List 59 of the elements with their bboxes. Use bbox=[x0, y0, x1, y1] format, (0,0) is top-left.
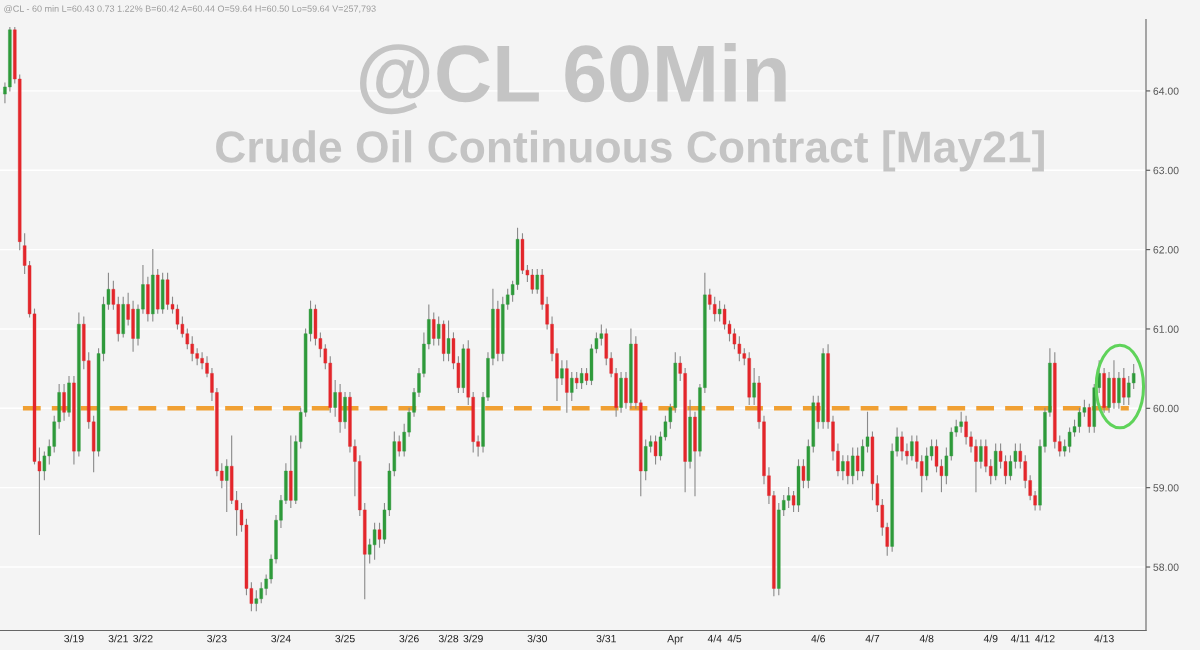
y-tick-label: 58.00 bbox=[1153, 563, 1179, 571]
y-tick-label: 64.00 bbox=[1153, 87, 1179, 95]
x-tick-label: 3/19 bbox=[64, 634, 84, 643]
candlestick bbox=[1087, 403, 1091, 433]
x-tick-label: 4/9 bbox=[983, 634, 998, 643]
candlestick bbox=[791, 491, 796, 513]
candlestick bbox=[535, 268, 539, 294]
text: @CL - 60 min L=60.43 0.73 1.22% B=60.42 A=60.44 O=59.64 H=60.50 Lo=59.64 V=257,793 bbox=[4, 5, 376, 13]
y-tick-label: 59.00 bbox=[1153, 484, 1179, 492]
x-tick-label: 3/22 bbox=[133, 634, 153, 643]
candlestick bbox=[846, 455, 850, 485]
candlestick bbox=[855, 447, 860, 481]
x-tick-label: 4/12 bbox=[1035, 634, 1055, 643]
x-tick-label: 3/31 bbox=[596, 634, 616, 643]
candlestick bbox=[579, 368, 584, 390]
candlestick bbox=[225, 459, 229, 513]
x-tick-label: 4/5 bbox=[727, 634, 742, 643]
candlestick bbox=[432, 312, 436, 346]
y-tick-label: 61.00 bbox=[1153, 325, 1179, 333]
x-tick-label: 4/4 bbox=[707, 634, 722, 643]
candlestick bbox=[565, 360, 569, 413]
candlestick bbox=[851, 447, 855, 485]
y-tick-label: 62.00 bbox=[1153, 246, 1179, 254]
chart-title: @CL 60Min bbox=[360, 43, 786, 115]
candlestick bbox=[437, 316, 441, 346]
x-tick-label: 3/25 bbox=[335, 634, 355, 643]
x-tick-label: 3/24 bbox=[271, 634, 291, 643]
candlestick bbox=[786, 487, 791, 509]
x-tick-label: 3/26 bbox=[399, 634, 419, 643]
x-tick-label: 4/13 bbox=[1094, 634, 1114, 643]
candlestick bbox=[570, 372, 574, 401]
x-tick-label: 3/23 bbox=[207, 634, 227, 643]
x-tick-label: 3/28 bbox=[438, 634, 459, 643]
candlestick bbox=[446, 320, 451, 362]
candlestick bbox=[801, 459, 806, 489]
candlestick bbox=[841, 455, 845, 481]
candlestick bbox=[397, 435, 401, 457]
x-tick-label: 4/11 bbox=[1010, 634, 1030, 643]
candlestick bbox=[372, 522, 377, 560]
y-tick-label: 60.00 bbox=[1153, 404, 1179, 413]
x-tick-label: Apr bbox=[667, 635, 684, 645]
candlestick bbox=[333, 379, 337, 417]
x-tick-label: 4/8 bbox=[919, 634, 934, 643]
x-tick-label: 3/30 bbox=[527, 634, 547, 643]
candlestick bbox=[752, 368, 756, 405]
y-tick-label: 63.00 bbox=[1153, 166, 1179, 175]
candlestick bbox=[1122, 368, 1126, 405]
candlestick bbox=[62, 383, 66, 421]
candlestick bbox=[979, 439, 983, 469]
candlestick bbox=[717, 300, 722, 322]
x-tick-label: 4/7 bbox=[865, 634, 880, 643]
candlestick bbox=[653, 435, 658, 465]
candlestick bbox=[910, 435, 914, 461]
candlestick bbox=[816, 395, 820, 429]
x-tick-label: 3/29 bbox=[463, 634, 483, 643]
x-tick-label: 4/6 bbox=[811, 634, 825, 643]
x-tick-label: 3/21 bbox=[108, 634, 128, 643]
candlestick bbox=[560, 360, 564, 386]
candlestick bbox=[377, 522, 382, 548]
